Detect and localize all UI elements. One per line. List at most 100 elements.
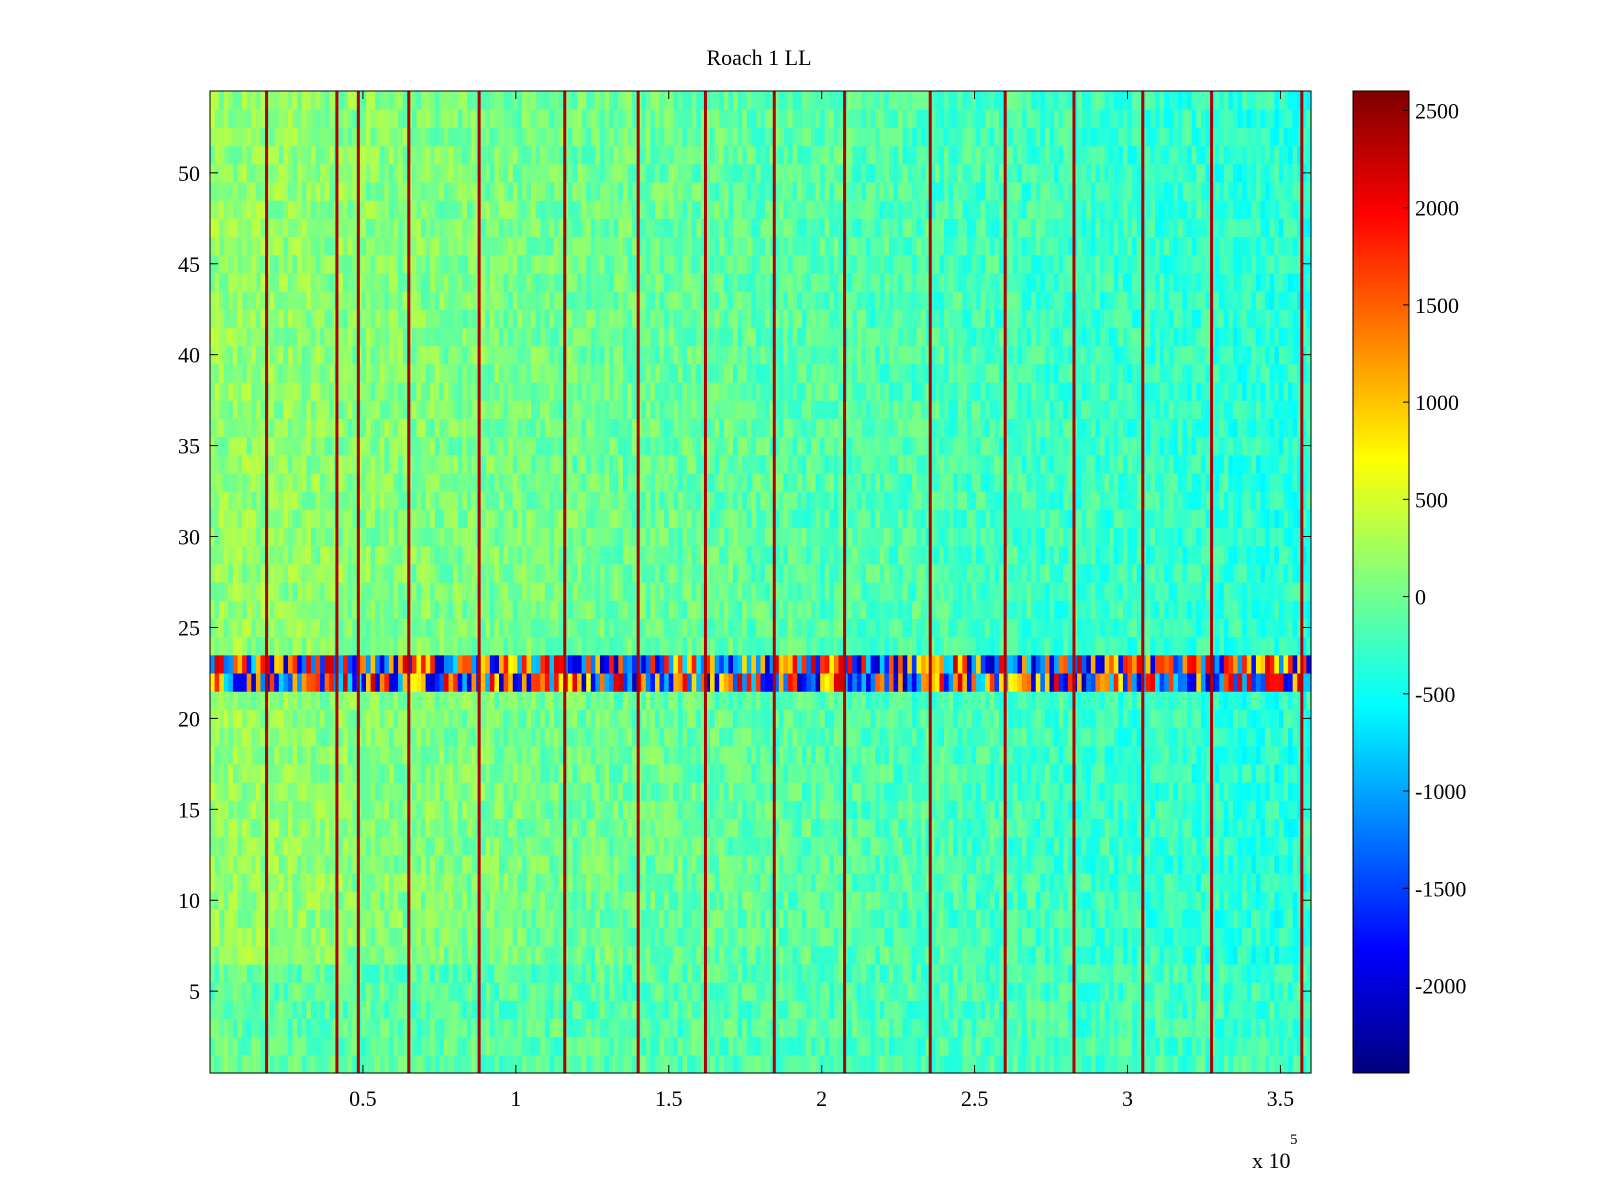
heatmap-cell xyxy=(641,800,647,820)
heatmap-cell xyxy=(902,1018,908,1038)
heatmap-cell xyxy=(471,709,477,729)
heatmap-cell xyxy=(1155,909,1161,929)
heatmap-cell xyxy=(765,1036,771,1056)
heatmap-cell xyxy=(453,1000,459,1020)
heatmap-cell xyxy=(310,836,317,856)
heatmap-cell xyxy=(416,745,422,765)
heatmap-cell xyxy=(361,836,367,856)
heatmap-cell xyxy=(1237,854,1243,874)
heatmap-cell xyxy=(384,963,390,983)
heatmap-cell xyxy=(411,1000,418,1020)
heatmap-cell xyxy=(310,891,317,910)
heatmap-cell xyxy=(1118,963,1124,983)
heatmap-cell xyxy=(746,963,752,983)
heatmap-cell xyxy=(687,800,693,820)
heatmap-cell xyxy=(1104,945,1110,965)
heatmap-cell xyxy=(535,982,541,1001)
heatmap-cell xyxy=(1260,800,1266,820)
heatmap-cell xyxy=(879,818,885,838)
heatmap-cell xyxy=(820,963,826,983)
heatmap-cell xyxy=(861,854,867,874)
heatmap-cell xyxy=(306,691,312,710)
heatmap-cell xyxy=(393,872,399,892)
heatmap-cell xyxy=(1196,800,1202,820)
heatmap-cell xyxy=(1168,927,1174,947)
heatmap-cell xyxy=(953,1000,959,1020)
heatmap-cell xyxy=(1099,1000,1106,1020)
heatmap-cell xyxy=(301,782,307,801)
heatmap-cell xyxy=(232,982,239,1001)
heatmap-cell xyxy=(769,836,775,856)
heatmap-cell xyxy=(1090,800,1096,820)
heatmap-cell xyxy=(714,763,720,783)
heatmap-cell xyxy=(696,963,702,983)
heatmap-cell xyxy=(1182,1018,1188,1038)
heatmap-cell xyxy=(755,691,762,710)
heatmap-cell xyxy=(1283,745,1289,765)
heatmap-cell xyxy=(599,1054,606,1074)
heatmap-cell xyxy=(705,927,711,947)
heatmap-cell xyxy=(499,1054,505,1074)
heatmap-cell xyxy=(875,818,881,838)
heatmap-cell xyxy=(866,709,872,729)
heatmap-cell xyxy=(930,836,936,856)
heatmap-cell xyxy=(705,854,711,874)
heatmap-cell xyxy=(269,982,275,1001)
heatmap-cell xyxy=(480,691,486,710)
heatmap-cell xyxy=(898,982,904,1001)
heatmap-cell xyxy=(682,709,688,729)
heatmap-cell xyxy=(572,963,578,983)
heatmap-cell xyxy=(650,982,656,1001)
heatmap-cell xyxy=(971,727,977,747)
heatmap-cell xyxy=(219,800,225,820)
heatmap-cell xyxy=(388,800,395,820)
heatmap-cell xyxy=(1145,1036,1152,1056)
heatmap-cell xyxy=(989,763,996,783)
heatmap-cell xyxy=(980,691,986,710)
heatmap-cell xyxy=(751,727,757,747)
heatmap-cell xyxy=(1214,1000,1220,1020)
heatmap-cell xyxy=(755,927,762,947)
heatmap-cell xyxy=(1159,963,1165,983)
heatmap-cell xyxy=(329,1018,335,1038)
heatmap-cell xyxy=(1297,872,1303,892)
heatmap-cell xyxy=(622,982,629,1001)
heatmap-cell xyxy=(246,927,252,947)
heatmap-cell xyxy=(471,1036,477,1056)
heatmap-cell xyxy=(572,818,578,838)
heatmap-cell xyxy=(494,800,500,820)
heatmap-cell xyxy=(1127,763,1133,783)
heatmap-cell xyxy=(1008,1054,1014,1074)
heatmap-cell xyxy=(370,945,376,965)
heatmap-cell xyxy=(870,1054,876,1074)
heatmap-cell xyxy=(1246,1054,1252,1074)
heatmap-cell xyxy=(613,745,619,765)
heatmap-cell xyxy=(921,709,927,729)
heatmap-cell xyxy=(1113,1000,1119,1020)
heatmap-cell xyxy=(1067,1054,1074,1074)
heatmap-cell xyxy=(875,891,881,910)
heatmap-cell xyxy=(976,709,982,729)
heatmap-cell xyxy=(953,927,959,947)
heatmap-cell xyxy=(1223,909,1230,929)
heatmap-cell xyxy=(1306,836,1312,856)
heatmap-cell xyxy=(485,836,491,856)
heatmap-cell xyxy=(714,691,720,710)
heatmap-cell xyxy=(1228,818,1234,838)
heatmap-cell xyxy=(1099,909,1106,929)
heatmap-cell xyxy=(586,745,592,765)
heatmap-cell xyxy=(856,818,863,838)
heatmap-cell xyxy=(829,963,835,983)
heatmap-cell xyxy=(306,782,312,801)
heatmap-cell xyxy=(251,836,257,856)
heatmap-cell xyxy=(930,945,936,965)
heatmap-cell xyxy=(751,1018,757,1038)
heatmap-cell xyxy=(274,1000,280,1020)
heatmap-cell xyxy=(888,836,895,856)
heatmap-cell xyxy=(696,1000,702,1020)
heatmap-cell xyxy=(1159,727,1165,747)
heatmap-cell xyxy=(540,1054,546,1074)
heatmap-cell xyxy=(861,763,867,783)
heatmap-cell xyxy=(632,963,638,983)
heatmap-cell xyxy=(1164,836,1170,856)
